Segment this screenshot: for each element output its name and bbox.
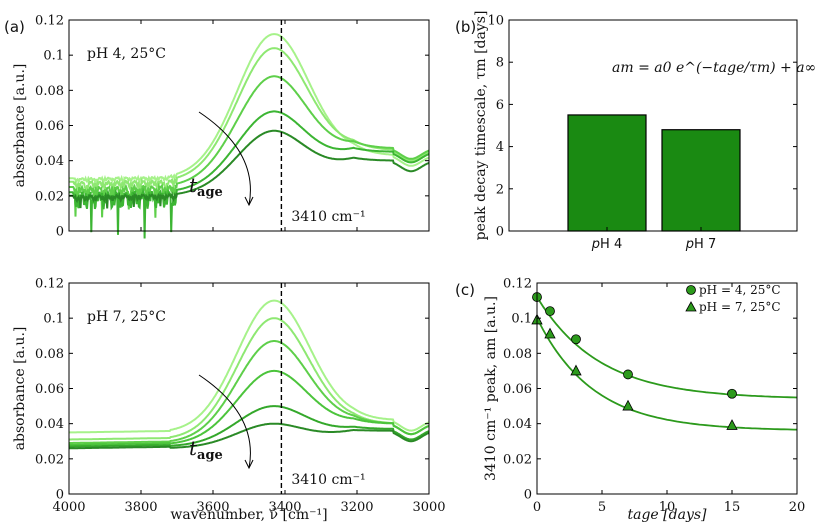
fit-equation: am = a0 e^(−tage/τm) + a∞ <box>612 60 816 76</box>
panel-c-xtick-label: 15 <box>724 500 741 515</box>
condition-annotation: pH 7, 25°C <box>87 309 166 325</box>
y-axis-label: peak decay timescale, τm [days] <box>473 11 489 241</box>
panel-d-spectra-ph7: 3410 cm⁻¹pH 7, 25°Ctage00.020.040.060.08… <box>12 277 446 522</box>
condition-annotation: pH 4, 25°C <box>87 46 166 62</box>
bar-pH-7 <box>661 129 741 232</box>
reference-line-label: 3410 cm⁻¹ <box>291 209 365 225</box>
panel-c-frame <box>536 282 798 495</box>
data-point-triangle <box>544 327 556 339</box>
fit-curve-circle <box>536 296 798 399</box>
fit-curve-triangle <box>536 317 797 431</box>
series-line-day-3 <box>69 340 430 444</box>
y-axis-label: absorbance [a.u.] <box>12 64 28 188</box>
series-line-day-15 <box>69 405 430 448</box>
bar-category-label: pH 4 <box>591 237 622 252</box>
panel-d-xtick-label: 3800 <box>124 500 157 515</box>
panel-d-ytick-label: 0.06 <box>35 382 64 397</box>
panel-c-ytick-label: 0 <box>524 488 532 503</box>
panel-a-ytick-label: 0.1 <box>43 49 64 64</box>
panel-b-ytick-label: 0 <box>496 225 504 240</box>
panel-label: (c) <box>455 281 475 299</box>
panel-d-xtick-label: 3200 <box>340 500 373 515</box>
panel-b-ytick-label: 4 <box>496 140 504 155</box>
aging-arrowhead <box>244 196 254 207</box>
panel-b-ytick-label: 10 <box>487 14 504 29</box>
panel-label: (b) <box>455 18 476 36</box>
data-point-triangle <box>622 399 634 411</box>
data-point-circle <box>545 306 555 317</box>
x-axis-label: tage [days] <box>628 507 708 522</box>
panel-c-peak-decay: 0 0.02 0.04 0.06 0.08 0.1 0.12 0 5 10 15 20 pH = 4, … <box>455 277 805 522</box>
legend-marker-triangle <box>685 301 697 312</box>
panel-c-ytick-label: 0.12 <box>503 277 532 292</box>
panel-c-ytick-label: 0.04 <box>503 417 532 432</box>
series-line-day-7 <box>69 110 430 239</box>
bar-category-label: pH 7 <box>685 237 716 252</box>
legend-entry-ph4: pH = 4, 25°C <box>699 283 781 297</box>
series-line-day-0 <box>68 299 430 434</box>
legend-marker-circle <box>686 285 696 295</box>
data-point-circle <box>623 369 633 380</box>
panel-a-ytick-label: 0.06 <box>35 119 64 134</box>
panel-d-xtick-label: 3400 <box>268 500 301 515</box>
series-line-day-21 <box>69 422 430 450</box>
panel-c-ytick-label: 0.08 <box>503 347 532 362</box>
panel-c-xtick-label: 20 <box>789 500 806 515</box>
panel-d-xtick-label: 4000 <box>52 500 85 515</box>
panel-a-ytick-label: 0.02 <box>35 189 64 204</box>
data-point-circle <box>571 334 581 345</box>
panel-d-xtick-label: 3000 <box>412 500 445 515</box>
bar-pH-4 <box>567 114 647 232</box>
panel-c-xtick-label: 10 <box>659 500 676 515</box>
panel-c-xtick-label: 0 <box>533 500 541 515</box>
panel-d-ytick-label: 0 <box>56 488 64 503</box>
series-line-day-7 <box>69 369 430 446</box>
panel-c-ytick-label: 0.06 <box>503 382 532 397</box>
panel-d-ytick-label: 0.12 <box>35 277 64 292</box>
series-line-day-15 <box>69 129 430 209</box>
panel-a-spectra-ph4: 3410 cm⁻¹pH 4, 25°Ctage00.020.040.060.08… <box>4 14 430 240</box>
panel-a-ytick-label: 0.12 <box>35 14 64 29</box>
panel-b-ytick-label: 8 <box>496 56 504 71</box>
panel-d-ytick-label: 0.08 <box>35 347 64 362</box>
y-axis-label: absorbance [a.u.] <box>12 327 28 451</box>
panel-b-ytick-label: 2 <box>496 182 504 197</box>
aging-arrow <box>198 111 251 206</box>
panel-c-ytick-label: 0.02 <box>503 452 532 467</box>
data-point-triangle <box>726 419 738 430</box>
panel-d-ytick-label: 0.04 <box>35 417 64 432</box>
panel-d-ytick-label: 0.1 <box>43 312 64 327</box>
panel-label: (a) <box>4 18 25 36</box>
panel-b-frame <box>508 19 798 232</box>
data-point-circle <box>727 388 737 399</box>
legend-entry-ph7: pH = 7, 25°C <box>699 300 781 314</box>
panel-c-ytick-label: 0.1 <box>511 312 532 327</box>
panel-d-xtick-label: 3600 <box>196 500 229 515</box>
reference-line-label: 3410 cm⁻¹ <box>291 472 365 488</box>
panel-a-ytick-label: 0.08 <box>35 84 64 99</box>
panel-a-ytick-label: 0.04 <box>35 154 64 169</box>
aging-arrowhead <box>244 459 254 470</box>
x-axis-label: wavenumber, ν̄ [cm⁻¹] <box>170 507 327 522</box>
data-point-triangle <box>570 364 582 376</box>
panel-d-ytick-label: 0.02 <box>35 452 64 467</box>
y-axis-label: 3410 cm⁻¹ peak, am [a.u.] <box>483 296 499 481</box>
aging-arrow <box>198 374 251 469</box>
panel-b-ytick-label: 6 <box>496 98 504 113</box>
panel-c-xtick-label: 5 <box>598 500 606 515</box>
panel-a-ytick-label: 0 <box>56 225 64 240</box>
